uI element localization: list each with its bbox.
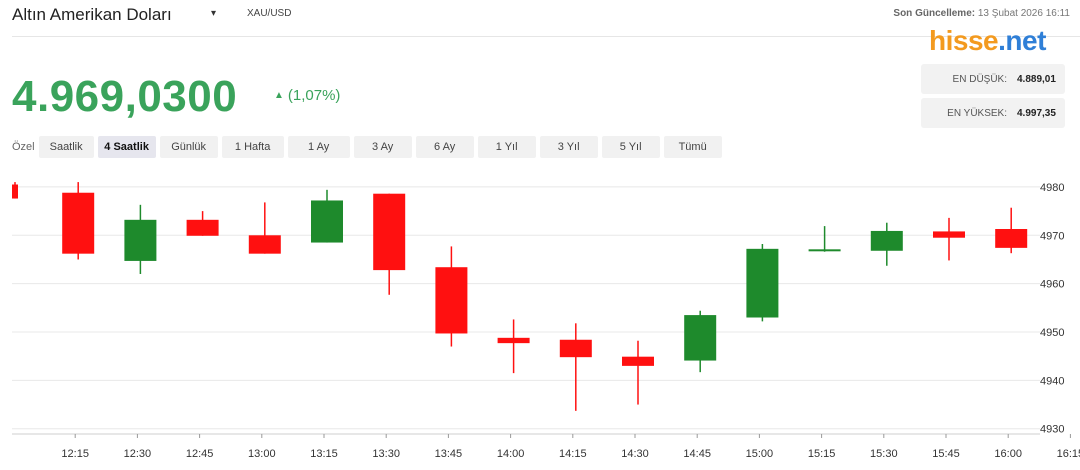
candle-up <box>684 310 717 373</box>
candle-up <box>808 226 841 252</box>
x-tick-label: 13:45 <box>435 448 463 460</box>
header-divider <box>12 36 1080 37</box>
timeframe-button[interactable]: 1 Ay <box>287 136 350 158</box>
timeframe-button[interactable]: 3 Yıl <box>539 136 598 158</box>
daily-high-value: 4.997,35 <box>1017 107 1056 119</box>
x-axis: 12:15 12:30 12:45 13:00 13:15 13:30 13:45 14:00… <box>61 434 1080 460</box>
x-tick-label: 13:30 <box>372 448 400 460</box>
price-change: ▲ (1,07%) <box>274 87 340 104</box>
candlestick-chart[interactable]: 12:15 12:30 12:45 13:00 13:15 13:30 13:45 14:00… <box>0 170 1080 470</box>
candle-body <box>186 219 219 236</box>
y-tick-label: 4940 <box>1040 375 1064 387</box>
site-logo[interactable]: hisse.net <box>929 25 1046 56</box>
x-tick-label: 14:45 <box>683 448 711 460</box>
y-tick-label: 4950 <box>1040 327 1064 339</box>
candle-body <box>124 219 157 261</box>
candle-body <box>684 315 717 361</box>
x-tick-label: 15:30 <box>870 448 898 460</box>
candle-body <box>559 339 592 358</box>
y-tick-label: 4930 <box>1040 424 1064 436</box>
candle-body <box>12 184 18 199</box>
candle-down <box>995 207 1028 254</box>
timeframe-selector: Özel Saatlik 4 Saatlik Günlük 1 Hafta 1 … <box>12 136 726 158</box>
x-tick-label: 16:15 <box>1057 448 1080 460</box>
candle-down <box>62 182 95 260</box>
x-tick-label: 14:00 <box>497 448 525 460</box>
x-tick-label: 12:15 <box>61 448 89 460</box>
daily-low-box: EN DÜŞÜK: 4.889,01 <box>921 64 1065 94</box>
last-updated-value: 13 Şubat 2026 16:11 <box>977 8 1070 19</box>
candle-layer <box>12 182 1028 411</box>
candle-body <box>311 200 343 243</box>
timeframe-button[interactable]: 3 Ay <box>353 136 412 158</box>
last-updated: Son Güncelleme: 13 Şubat 2026 16:11 <box>893 8 1070 19</box>
x-tick-label: 12:30 <box>124 448 152 460</box>
candle-up <box>870 222 903 266</box>
candle-down <box>12 182 18 199</box>
candle-body <box>497 337 530 344</box>
candle-down <box>435 246 468 347</box>
timeframe-button[interactable]: 5 Yıl <box>601 136 660 158</box>
timeframe-button-active[interactable]: 4 Saatlik <box>97 136 156 158</box>
y-tick-label: 4980 <box>1040 182 1064 194</box>
candle-down <box>373 193 406 295</box>
daily-high-label: EN YÜKSEK: <box>947 107 1007 119</box>
chevron-down-icon[interactable]: ▾ <box>211 8 217 19</box>
candle-down <box>933 217 965 261</box>
candle-body <box>622 356 654 366</box>
candle-down <box>497 319 530 374</box>
x-tick-label: 15:15 <box>808 448 836 460</box>
candle-up <box>311 189 343 243</box>
timeframe-button[interactable]: 1 Yıl <box>477 136 536 158</box>
candle-down <box>559 323 592 411</box>
timeframe-button[interactable]: 1 Hafta <box>221 136 284 158</box>
candle-body <box>933 231 965 238</box>
candle-down <box>248 202 281 254</box>
candle-body <box>995 229 1028 248</box>
x-tick-label: 15:45 <box>932 448 960 460</box>
candle-body <box>248 235 281 254</box>
timeframe-button[interactable]: Saatlik <box>38 136 94 158</box>
daily-high-box: EN YÜKSEK: 4.997,35 <box>921 98 1065 128</box>
up-triangle-icon: ▲ <box>274 90 284 101</box>
custom-range-label[interactable]: Özel <box>12 141 35 153</box>
y-tick-label: 4970 <box>1040 230 1064 242</box>
grid-layer <box>12 186 1040 435</box>
instrument-title[interactable]: Altın Amerikan Doları <box>12 5 172 24</box>
timeframe-button[interactable]: Günlük <box>159 136 218 158</box>
x-tick-label: 16:00 <box>994 448 1022 460</box>
candle-up <box>124 204 157 274</box>
x-tick-label: 13:00 <box>248 448 276 460</box>
candle-down <box>622 340 654 405</box>
price-change-percent: (1,07%) <box>287 87 341 104</box>
daily-low-label: EN DÜŞÜK: <box>952 73 1007 85</box>
candle-body <box>62 192 95 254</box>
candle-body <box>808 249 841 252</box>
current-price: 4.969,0300 <box>12 72 238 121</box>
timeframe-button[interactable]: 6 Ay <box>415 136 474 158</box>
daily-low-value: 4.889,01 <box>1017 73 1056 85</box>
y-tick-label: 4960 <box>1040 279 1064 291</box>
candle-body <box>746 248 779 318</box>
candle-body <box>435 267 468 334</box>
candle-down <box>186 211 219 236</box>
x-tick-label: 13:15 <box>310 448 338 460</box>
x-tick-label: 12:45 <box>186 448 214 460</box>
candle-up <box>746 243 779 322</box>
last-updated-label: Son Güncelleme: <box>893 8 976 19</box>
timeframe-button[interactable]: Tümü <box>663 136 722 158</box>
x-tick-label: 14:30 <box>621 448 649 460</box>
instrument-symbol: XAU/USD <box>247 8 292 19</box>
x-tick-label: 15:00 <box>746 448 774 460</box>
x-tick-label: 14:15 <box>559 448 587 460</box>
candle-body <box>870 230 903 251</box>
y-axis: 4930 4940 4950 4960 4970 4980 <box>1040 182 1064 436</box>
candle-body <box>373 193 406 271</box>
